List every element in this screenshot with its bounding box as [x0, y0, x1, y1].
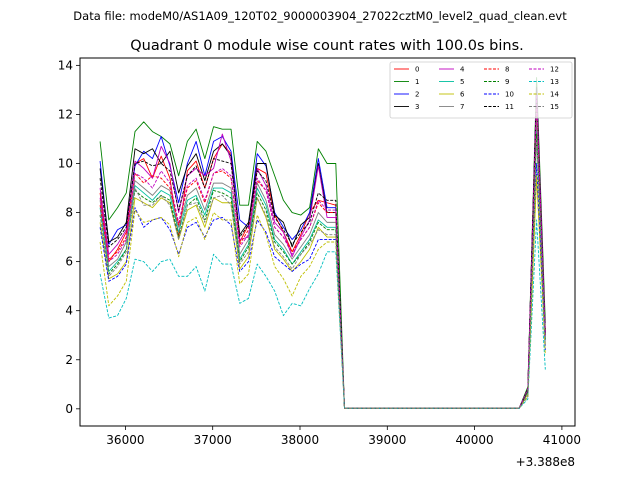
series-line-12 [99, 94, 546, 409]
legend-label-7: 7 [460, 103, 464, 111]
chart-title: Quadrant 0 module wise count rates with … [130, 38, 524, 54]
x-tick-label: 41000 [543, 433, 581, 447]
series-line-13 [99, 219, 546, 409]
legend-label-2: 2 [415, 91, 419, 99]
series-line-6 [99, 175, 546, 409]
legend-label-4: 4 [460, 66, 465, 74]
series-line-10 [99, 163, 546, 409]
x-offset-label: +3.388e8 [516, 455, 575, 469]
y-tick-label: 14 [58, 58, 73, 72]
x-tick-label: 38000 [281, 433, 319, 447]
series-line-3 [99, 86, 546, 409]
suptitle: Data file: modeM0/AS1A09_120T02_90000039… [73, 9, 567, 23]
legend-label-11: 11 [505, 103, 514, 111]
series-line-14 [99, 175, 546, 409]
legend-box [389, 61, 573, 119]
plot-area [99, 77, 546, 409]
series-line-9 [99, 133, 546, 409]
y-tick-label: 12 [58, 107, 73, 121]
x-axis: 36000 37000 38000 39000 40000 41000 [106, 426, 581, 447]
x-tick-label: 40000 [456, 433, 494, 447]
legend-label-3: 3 [415, 103, 419, 111]
axes-frame [79, 57, 576, 427]
legend-label-13: 13 [550, 78, 559, 86]
legend-label-6: 6 [460, 91, 465, 99]
series-line-7 [99, 113, 546, 409]
series-line-5 [99, 126, 546, 409]
y-axis: 0 2 4 6 8 10 12 14 [58, 58, 80, 416]
legend-label-10: 10 [505, 91, 514, 99]
series-line-1 [99, 77, 546, 409]
y-tick-label: 2 [65, 353, 73, 367]
legend-label-1: 1 [415, 78, 419, 86]
legend-label-15: 15 [550, 103, 559, 111]
x-tick-label: 36000 [106, 433, 144, 447]
series-line-8 [99, 99, 546, 409]
y-tick-label: 4 [65, 304, 73, 318]
legend-label-0: 0 [415, 66, 419, 74]
series-line-2 [99, 89, 546, 409]
legend-label-12: 12 [550, 66, 559, 74]
y-tick-label: 8 [65, 206, 73, 220]
y-tick-label: 10 [58, 156, 73, 170]
legend-label-14: 14 [550, 91, 559, 99]
legend-label-5: 5 [460, 78, 464, 86]
y-tick-label: 6 [65, 255, 73, 269]
series-line-15 [99, 138, 546, 409]
x-tick-label: 37000 [194, 433, 232, 447]
legend-label-9: 9 [505, 78, 509, 86]
series-line-11 [99, 89, 546, 409]
y-tick-label: 0 [65, 402, 73, 416]
legend-label-8: 8 [505, 66, 509, 74]
series-line-4 [99, 91, 546, 409]
x-tick-label: 39000 [368, 433, 406, 447]
series-line-0 [99, 84, 546, 409]
